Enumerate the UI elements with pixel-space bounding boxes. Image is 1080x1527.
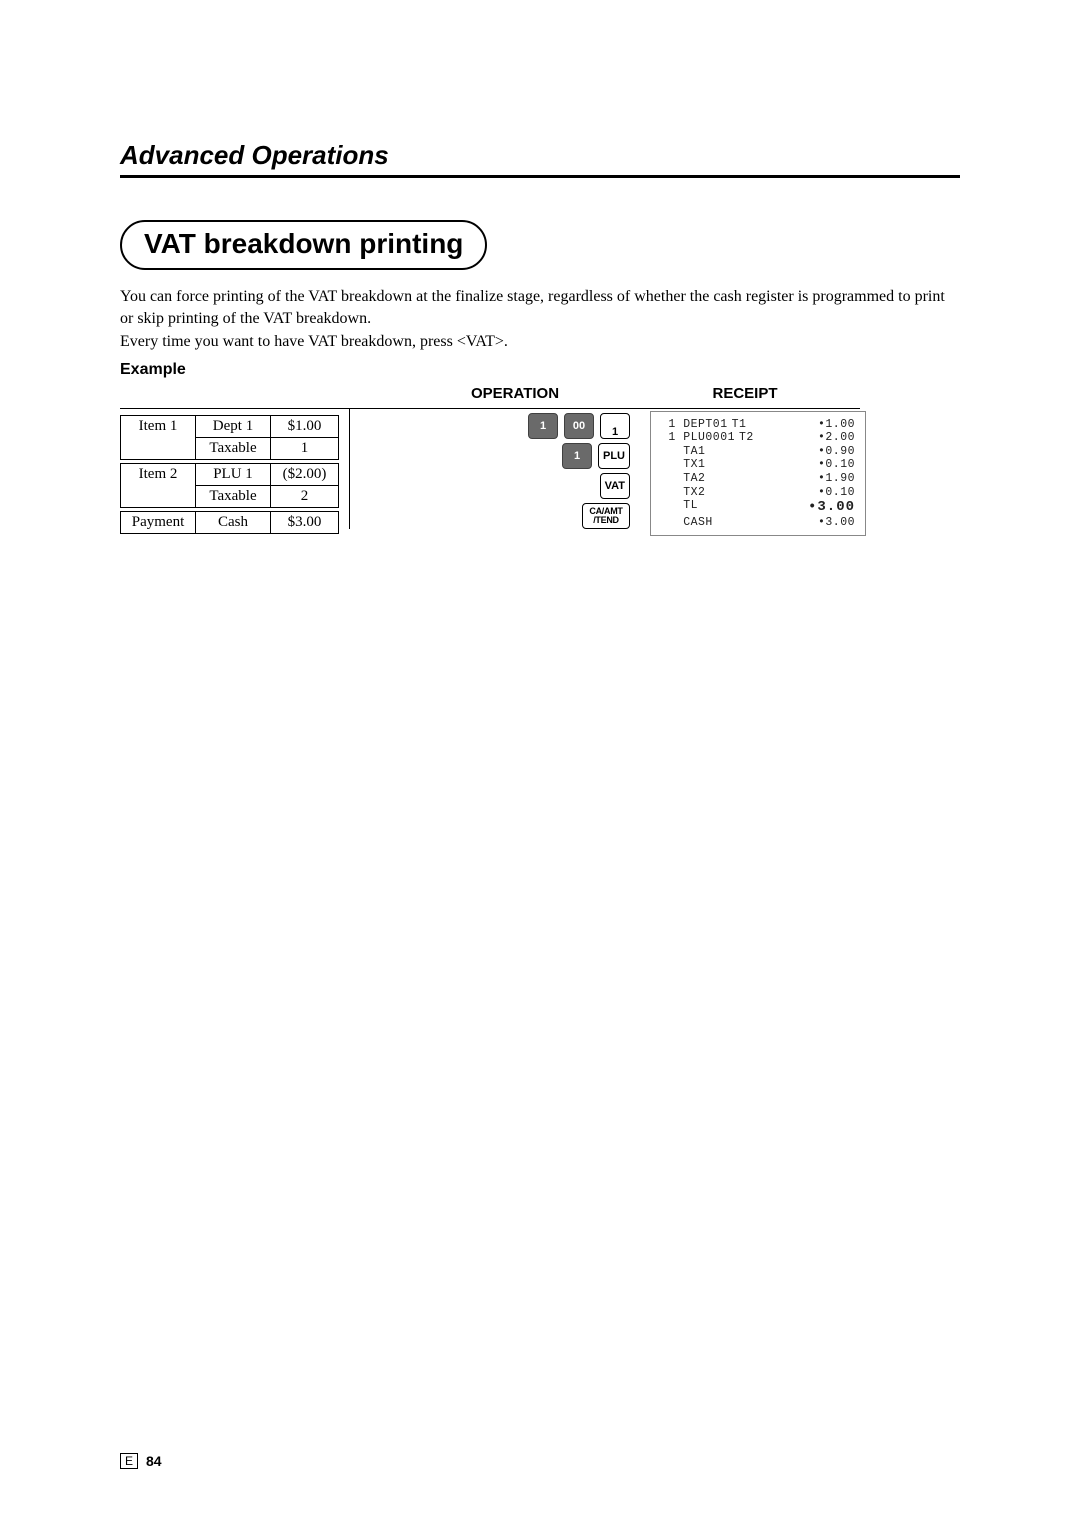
- receipt-header: RECEIPT: [630, 385, 860, 402]
- key-vat: VAT: [600, 473, 630, 499]
- key-dept1: 1: [600, 413, 630, 439]
- column-headers: OPERATION RECEIPT: [120, 385, 960, 402]
- paragraph-1: You can force printing of the VAT breakd…: [120, 286, 960, 329]
- cell: PLU 1: [196, 463, 271, 485]
- page-e-icon: E: [120, 1453, 138, 1469]
- key-ca-amt-tend: CA/AMT/TEND: [582, 503, 630, 529]
- key-plu: PLU: [598, 443, 630, 469]
- cell: 1: [271, 437, 339, 459]
- cell: Cash: [196, 511, 271, 533]
- op-row: VAT: [600, 473, 630, 499]
- paragraph-2: Every time you want to have VAT breakdow…: [120, 331, 960, 353]
- operation-column: 1 00 1 1 PLU VAT CA/AMT/TEND: [430, 413, 630, 529]
- cell: [121, 485, 196, 507]
- table-row: Item 2 PLU 1 ($2.00): [121, 463, 339, 485]
- table-row: Taxable 2: [121, 485, 339, 507]
- operation-header: OPERATION: [400, 385, 630, 402]
- page-footer: E 84: [120, 1453, 162, 1469]
- cell: 2: [271, 485, 339, 507]
- cell: Item 1: [121, 415, 196, 437]
- cell: Item 2: [121, 463, 196, 485]
- cell: Taxable: [196, 485, 271, 507]
- receipt: 1 DEPT01T1•1.00 1 PLU0001T2•2.00 TA1•0.9…: [650, 411, 866, 536]
- table-row: Taxable 1: [121, 437, 339, 459]
- op-row: 1 PLU: [562, 443, 630, 469]
- input-table: Item 1 Dept 1 $1.00 Taxable 1 Item 2 PLU…: [120, 415, 339, 534]
- cell: Taxable: [196, 437, 271, 459]
- cell: $1.00: [271, 415, 339, 437]
- key-1b: 1: [562, 443, 592, 469]
- section-header: Advanced Operations: [120, 140, 960, 178]
- cell: ($2.00): [271, 463, 339, 485]
- cell: $3.00: [271, 511, 339, 533]
- page-number: 84: [146, 1453, 162, 1469]
- key-1: 1: [528, 413, 558, 439]
- cell: [121, 437, 196, 459]
- table-row: Payment Cash $3.00: [121, 511, 339, 533]
- example-label: Example: [120, 361, 960, 379]
- op-row: 1 00 1: [528, 413, 630, 439]
- op-row: CA/AMT/TEND: [582, 503, 630, 529]
- cell: Dept 1: [196, 415, 271, 437]
- vertical-separator: 1 00 1 1 PLU VAT CA/AMT/TEND: [349, 409, 630, 529]
- key-00: 00: [564, 413, 594, 439]
- page-title: VAT breakdown printing: [120, 220, 487, 270]
- cell: Payment: [121, 511, 196, 533]
- table-row: Item 1 Dept 1 $1.00: [121, 415, 339, 437]
